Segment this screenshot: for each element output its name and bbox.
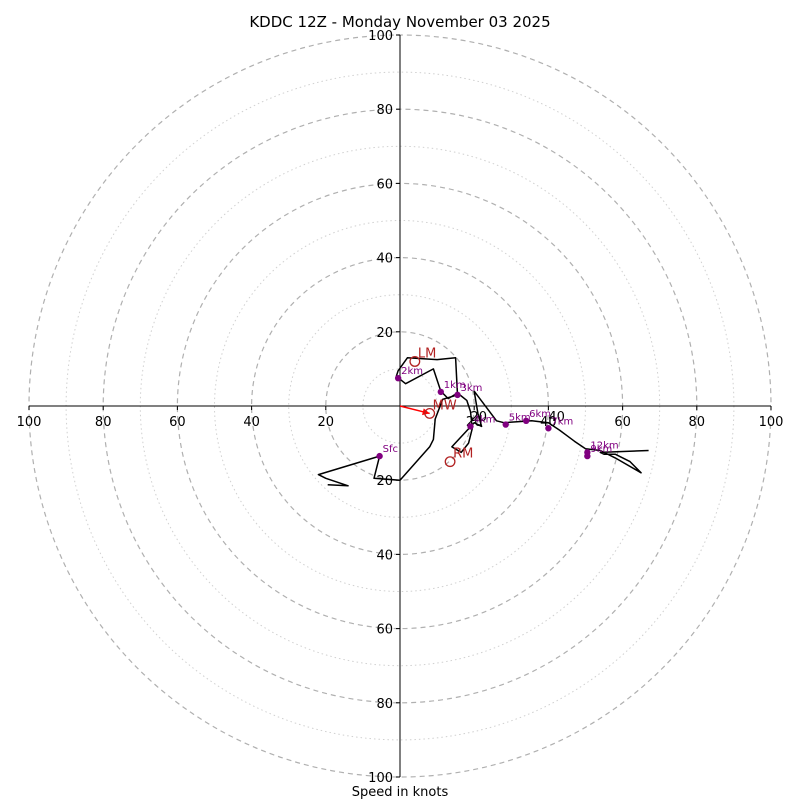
hodograph-trace xyxy=(317,357,649,487)
y-tick-label: 80 xyxy=(376,697,393,712)
height-marker-label: 4km xyxy=(473,414,495,425)
height-marker-dot xyxy=(467,423,474,430)
y-tick-label: 60 xyxy=(376,623,393,638)
storm-motion-label: LM xyxy=(418,346,436,361)
chart-title: KDDC 12Z - Monday November 03 2025 xyxy=(249,13,550,31)
height-marker-dot xyxy=(584,449,591,456)
ring-label: 40 xyxy=(548,410,565,425)
height-marker-dot xyxy=(502,421,509,428)
y-tick-label: 40 xyxy=(376,252,393,267)
height-marker-label: 9km xyxy=(590,444,612,455)
x-tick-label: 40 xyxy=(243,415,260,430)
height-marker-dot xyxy=(545,425,552,432)
y-tick-label: 60 xyxy=(376,177,393,192)
height-marker-label: 1km xyxy=(444,380,466,391)
height-marker-dot xyxy=(437,388,445,396)
x-tick-label: 100 xyxy=(759,415,784,430)
y-tick-label: 100 xyxy=(368,771,393,786)
height-marker-label: 3km xyxy=(461,383,483,394)
height-marker-dot xyxy=(522,417,530,425)
x-tick-label: 100 xyxy=(17,415,42,430)
height-marker-label: 6km xyxy=(529,409,551,420)
height-marker-label: 12km xyxy=(590,440,618,451)
height-marker-label: 2km xyxy=(401,366,423,377)
height-marker-label: Sfc xyxy=(383,444,398,455)
y-tick-label: 20 xyxy=(376,326,393,341)
storm-motion-marker xyxy=(409,356,421,367)
height-marker-label: 5km xyxy=(509,413,531,424)
y-tick-label: 80 xyxy=(376,103,393,118)
height-marker-dot xyxy=(454,391,461,399)
x-tick-label: 80 xyxy=(689,415,706,430)
storm-motion-marker xyxy=(444,456,456,468)
y-tick-label: 20 xyxy=(376,474,393,489)
y-tick-label: 100 xyxy=(368,29,393,44)
storm-motion-label: RM xyxy=(453,447,473,462)
x-tick-label: 80 xyxy=(95,415,112,430)
y-tick-label: 40 xyxy=(376,548,393,563)
height-marker-dot xyxy=(376,452,383,460)
storm-motion-markers: LM RM MW xyxy=(399,346,473,468)
height-marker-label: 7km xyxy=(551,416,573,427)
x-tick-label: 20 xyxy=(318,415,335,430)
x-tick-label: 60 xyxy=(614,415,631,430)
wind-trace-line xyxy=(317,357,649,487)
storm-motion-label: MW xyxy=(433,398,457,413)
x-axis-label: Speed in knots xyxy=(352,785,449,800)
height-marker-dot xyxy=(394,374,402,382)
x-tick-label: 60 xyxy=(169,415,186,430)
storm-motion-marker xyxy=(424,407,436,419)
